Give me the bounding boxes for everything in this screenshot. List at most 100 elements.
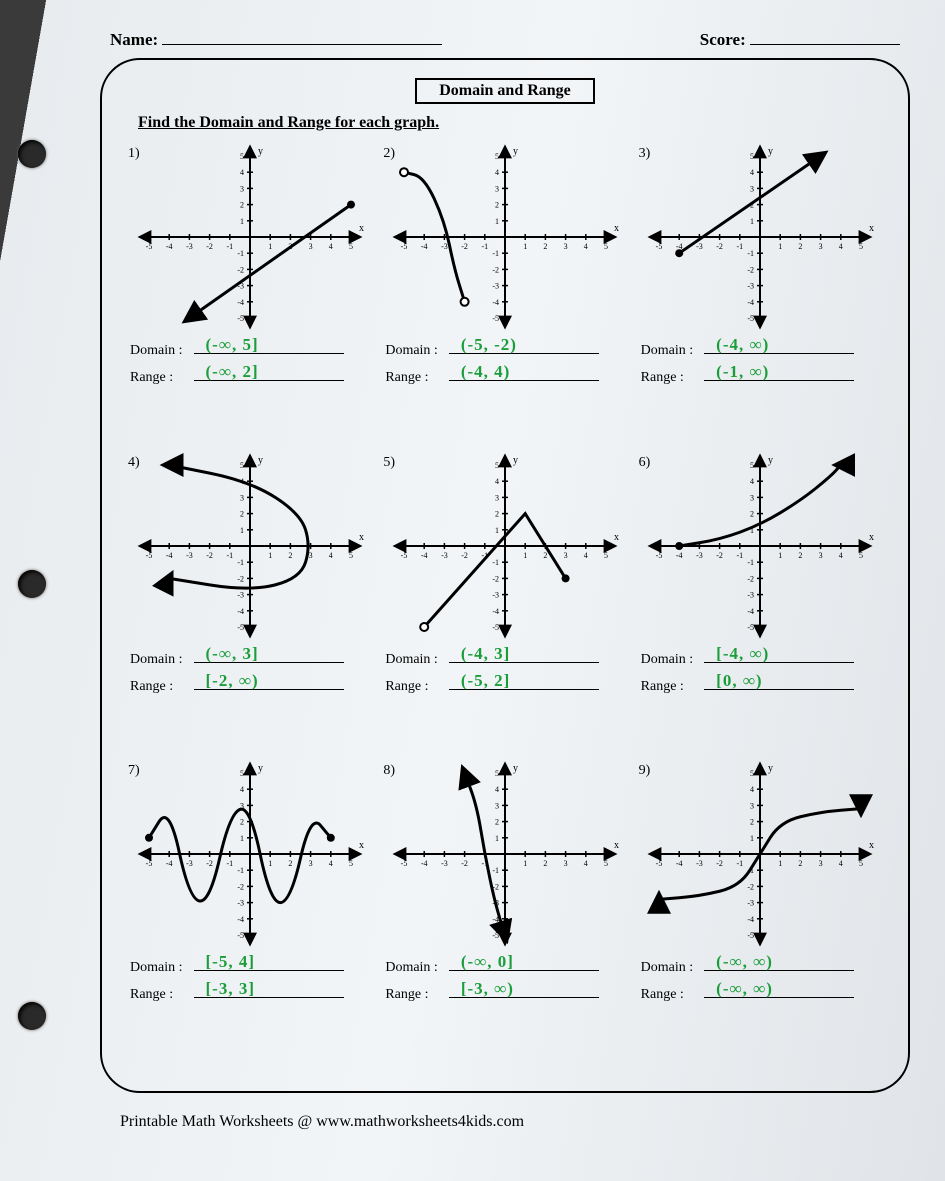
range-answer: (-5, 2] — [461, 671, 510, 691]
svg-text:-5: -5 — [401, 242, 408, 251]
svg-text:2: 2 — [799, 859, 803, 868]
svg-text:y: y — [768, 455, 773, 466]
range-row: Range : [-3, ∞) — [385, 980, 628, 1003]
svg-text:-5: -5 — [748, 623, 755, 632]
domain-blank[interactable]: (-∞, 3] — [194, 645, 344, 663]
svg-text:-5: -5 — [145, 551, 152, 560]
svg-text:-5: -5 — [656, 551, 663, 560]
svg-text:x: x — [869, 223, 874, 234]
domain-blank[interactable]: (-∞, 5] — [194, 336, 344, 354]
svg-text:3: 3 — [495, 493, 499, 502]
svg-text:5: 5 — [495, 152, 499, 161]
range-label: Range : — [641, 370, 701, 386]
svg-text:x: x — [614, 532, 619, 543]
svg-text:3: 3 — [564, 551, 568, 560]
svg-text:4: 4 — [750, 168, 754, 177]
svg-text:2: 2 — [240, 818, 244, 827]
range-answer: [-3, ∞) — [461, 979, 514, 999]
svg-text:-5: -5 — [145, 859, 152, 868]
domain-blank[interactable]: (-∞, 0] — [449, 953, 599, 971]
question-number: 6) — [639, 455, 651, 471]
svg-text:-5: -5 — [748, 314, 755, 323]
domain-label: Domain : — [130, 652, 190, 668]
svg-text:-1: -1 — [492, 867, 499, 876]
domain-blank[interactable]: (-4, 3] — [449, 645, 599, 663]
svg-text:3: 3 — [495, 802, 499, 811]
svg-text:-2: -2 — [748, 883, 755, 892]
name-blank[interactable] — [162, 28, 442, 45]
range-answer: [0, ∞) — [716, 671, 762, 691]
svg-text:-3: -3 — [696, 551, 703, 560]
svg-text:-5: -5 — [237, 314, 244, 323]
svg-text:4: 4 — [584, 242, 588, 251]
svg-text:-5: -5 — [401, 859, 408, 868]
svg-text:-4: -4 — [676, 859, 683, 868]
svg-text:-4: -4 — [421, 859, 428, 868]
range-blank[interactable]: (-4, 4) — [449, 363, 599, 381]
range-answer: (-4, 4) — [461, 362, 510, 382]
svg-text:-4: -4 — [166, 859, 173, 868]
range-blank[interactable]: (-5, 2] — [449, 672, 599, 690]
svg-text:-5: -5 — [237, 931, 244, 940]
domain-blank[interactable]: [-4, ∞) — [704, 645, 854, 663]
svg-text:x: x — [359, 532, 364, 543]
svg-text:x: x — [614, 223, 619, 234]
svg-text:-2: -2 — [717, 242, 724, 251]
question-number: 5) — [383, 455, 395, 471]
problems-grid: 1) -5 -4 -3 -2 -1 1 2 3 4 5 -5 -4 -3 -2 -1 1 2 3 4 5 y x Doma… — [126, 142, 884, 1062]
svg-text:-4: -4 — [676, 551, 683, 560]
worksheet-title: Domain and Range — [415, 78, 595, 104]
domain-blank[interactable]: [-5, 4] — [194, 953, 344, 971]
domain-row: Domain : (-∞, 0] — [385, 953, 628, 976]
svg-text:1: 1 — [240, 525, 244, 534]
domain-blank[interactable]: (-5, -2) — [449, 336, 599, 354]
svg-text:4: 4 — [750, 477, 754, 486]
svg-text:1: 1 — [779, 859, 783, 868]
svg-text:1: 1 — [495, 525, 499, 534]
svg-text:4: 4 — [839, 859, 843, 868]
svg-text:4: 4 — [328, 551, 332, 560]
content-frame: Domain and Range Find the Domain and Ran… — [100, 58, 910, 1093]
svg-text:5: 5 — [859, 551, 863, 560]
svg-text:5: 5 — [495, 769, 499, 778]
svg-text:4: 4 — [495, 168, 499, 177]
svg-text:-2: -2 — [237, 265, 244, 274]
svg-text:x: x — [359, 840, 364, 851]
range-blank[interactable]: (-∞, 2] — [194, 363, 344, 381]
svg-text:-4: -4 — [492, 298, 499, 307]
svg-text:1: 1 — [240, 217, 244, 226]
question-number: 7) — [128, 763, 140, 779]
svg-text:5: 5 — [349, 242, 353, 251]
range-blank[interactable]: (-∞, ∞) — [704, 980, 854, 998]
punch-hole — [18, 570, 46, 598]
score-blank[interactable] — [750, 28, 900, 45]
range-blank[interactable]: [0, ∞) — [704, 672, 854, 690]
domain-blank[interactable]: (-∞, ∞) — [704, 953, 854, 971]
range-answer: (-∞, 2] — [206, 362, 259, 382]
question-number: 1) — [128, 146, 140, 162]
footer-text: Printable Math Worksheets @ www.mathwork… — [120, 1113, 910, 1131]
range-blank[interactable]: (-1, ∞) — [704, 363, 854, 381]
range-blank[interactable]: [-2, ∞) — [194, 672, 344, 690]
domain-label: Domain : — [130, 343, 190, 359]
svg-text:y: y — [768, 763, 773, 774]
svg-text:y: y — [513, 146, 518, 157]
svg-text:-2: -2 — [717, 551, 724, 560]
domain-row: Domain : (-∞, 3] — [130, 645, 373, 668]
svg-text:5: 5 — [495, 461, 499, 470]
svg-text:-5: -5 — [492, 623, 499, 632]
name-label: Name: — [110, 30, 158, 49]
svg-text:-3: -3 — [237, 899, 244, 908]
range-label: Range : — [385, 987, 445, 1003]
svg-text:-2: -2 — [461, 551, 468, 560]
problem-cell: 3) -5-4-3-2-112345-5-4-3-2-112345yx Doma… — [637, 142, 884, 445]
range-blank[interactable]: [-3, ∞) — [449, 980, 599, 998]
svg-text:y: y — [258, 146, 263, 157]
svg-text:3: 3 — [240, 184, 244, 193]
domain-blank[interactable]: (-4, ∞) — [704, 336, 854, 354]
range-blank[interactable]: [-3, 3] — [194, 980, 344, 998]
function-graph: -5-4-3-2-112345-5-4-3-2-112345yx — [135, 142, 365, 332]
domain-answer: [-5, 4] — [206, 952, 255, 972]
svg-text:5: 5 — [750, 461, 754, 470]
svg-text:-1: -1 — [737, 859, 744, 868]
